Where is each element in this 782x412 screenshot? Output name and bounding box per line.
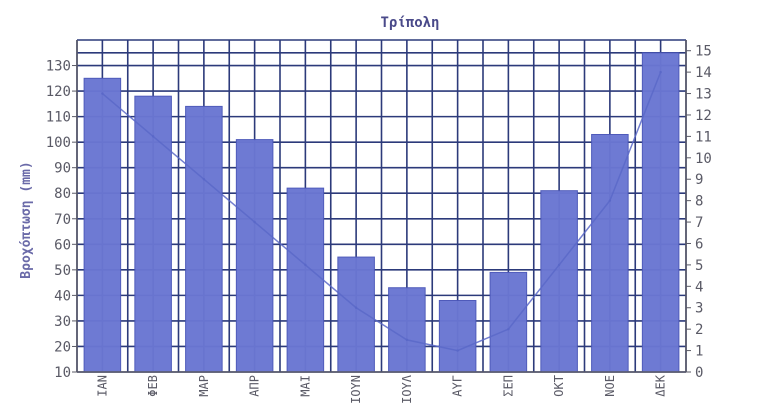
line-point-ΝΟΕ [608, 199, 612, 202]
x-tick-label-ΑΠΡ: ΑΠΡ [248, 375, 262, 397]
right-tick-label: 2 [695, 322, 703, 338]
grid-lines [76, 39, 687, 373]
left-tick-label: 80 [54, 186, 71, 202]
line-series [101, 70, 662, 352]
right-tick-label: 6 [695, 236, 703, 252]
line-point-ΜΑΡ [202, 178, 206, 181]
line-point-ΟΚΤ [557, 263, 561, 267]
right-tick-label: 9 [695, 172, 703, 188]
right-tick-label: 11 [695, 129, 712, 145]
bar-ΑΠΡ [235, 139, 274, 373]
right-tick-label: 8 [695, 194, 703, 210]
bar-ΣΕΠ [489, 271, 528, 373]
right-tick-label: 14 [695, 65, 712, 81]
line-point-ΑΠΡ [253, 220, 256, 224]
x-tick-label-ΔΕΚ: ΔΕΚ [654, 374, 668, 396]
x-tick-label-ΙΟΥΛ: ΙΟΥΛ [400, 374, 414, 404]
right-tick-label: 0 [695, 365, 703, 381]
bar-ΜΑΡ [185, 105, 223, 373]
line-point-ΙΑΝ [101, 92, 104, 95]
line-point-ΣΕΠ [507, 327, 510, 331]
x-tick-label-ΝΟΕ: ΝΟΕ [603, 375, 617, 397]
y-axis-label: Βροχόπτωση (mm) [19, 161, 34, 278]
right-tick-label: 3 [695, 301, 703, 317]
x-tick-label-ΣΕΠ: ΣΕΠ [501, 375, 515, 397]
right-tick-label: 5 [695, 258, 703, 274]
line-point-ΦΕΒ [151, 135, 155, 138]
line-point-ΑΥΓ [456, 349, 459, 352]
left-tick-label: 60 [54, 237, 71, 253]
left-y-ticks: 10 20 30 40 50 60 70 80 90 100 110 120 130 [46, 59, 77, 381]
x-tick-label-ΦΕΒ: ΦΕΒ [146, 375, 160, 397]
x-ticks: ΙΑΝ ΦΕΒ ΜΑΡ ΑΠΡ ΜΑΙ ΙΟΥΝ ΙΟΥΛ ΑΥΓ ΣΕΠ ΟΚΤ ΝΟΕ ΔΕΚ [95, 374, 667, 404]
line-point-ΜΑΙ [304, 263, 307, 267]
bar-ΝΟΕ [591, 133, 629, 373]
left-tick-label: 110 [46, 110, 71, 126]
left-tick-label: 50 [54, 263, 71, 279]
left-tick-label: 120 [46, 84, 71, 100]
x-tick-label-ΟΚΤ: ΟΚΤ [552, 375, 566, 397]
bar-ΔΕΚ [641, 52, 680, 373]
left-tick-label: 40 [54, 288, 71, 304]
chart-title: Τρίπολη [380, 15, 439, 31]
right-tick-label: 12 [695, 108, 712, 124]
x-tick-label-ΜΑΙ: ΜΑΙ [298, 375, 312, 397]
right-tick-label: 13 [695, 87, 712, 103]
left-tick-label: 100 [46, 135, 71, 151]
right-tick-label: 15 [695, 44, 712, 60]
line-point-ΙΟΥΛ [405, 338, 409, 342]
bar-ΙΟΥΝ [337, 256, 375, 373]
line-point-ΔΕΚ [659, 70, 662, 74]
left-tick-label: 130 [46, 59, 71, 75]
line-point-ΙΟΥΝ [354, 306, 358, 309]
bar-ΑΥΓ [438, 299, 477, 373]
bar-ΜΑΙ [286, 187, 325, 373]
left-tick-label: 10 [54, 365, 71, 381]
bar-series [83, 52, 680, 373]
x-tick-label-ΑΥΓ: ΑΥΓ [451, 375, 465, 397]
temperature-line [101, 71, 662, 352]
x-tick-label-ΜΑΡ: ΜΑΡ [197, 375, 211, 397]
left-tick-label: 70 [54, 212, 71, 228]
right-tick-label: 10 [695, 151, 712, 167]
right-tick-label: 7 [695, 215, 703, 231]
bar-ΦΕΒ [134, 95, 172, 373]
left-tick-label: 20 [54, 339, 71, 355]
axes [76, 40, 687, 373]
bar-ΙΑΝ [83, 77, 122, 373]
right-tick-label: 1 [695, 344, 703, 360]
left-tick-label: 30 [54, 314, 71, 330]
x-tick-label-ΙΟΥΝ: ΙΟΥΝ [349, 375, 363, 404]
left-tick-label: 90 [54, 161, 71, 177]
right-tick-label: 4 [695, 279, 703, 295]
bar-ΙΟΥΛ [388, 287, 426, 373]
x-tick-label-ΙΑΝ: ΙΑΝ [95, 375, 109, 397]
